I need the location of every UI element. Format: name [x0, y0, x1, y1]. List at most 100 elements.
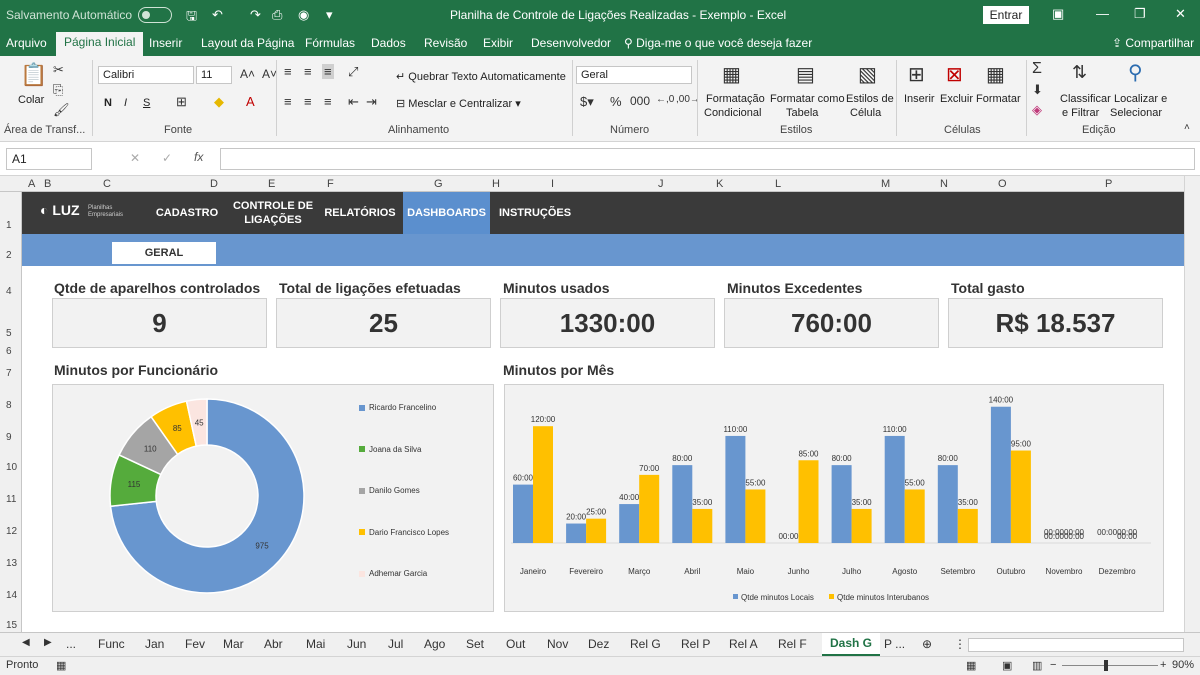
cell-styles-button[interactable]: Estilos de	[846, 93, 894, 105]
sheet-tab[interactable]: Rel G	[630, 637, 661, 651]
sheet-tab[interactable]: Ago	[424, 637, 446, 651]
row-header[interactable]: 13	[6, 558, 18, 569]
underline-button[interactable]: S	[143, 97, 151, 109]
column-header[interactable]: D	[210, 178, 218, 190]
sheet-tab[interactable]: Fev	[185, 637, 206, 651]
close-icon[interactable]: ✕	[1175, 6, 1186, 21]
sheet-tab[interactable]: Rel F	[778, 637, 807, 651]
tab-inserir[interactable]: Inserir	[149, 36, 183, 50]
page-layout-icon[interactable]: ▣	[1002, 660, 1013, 672]
horizontal-scrollbar[interactable]	[968, 638, 1184, 652]
font-color-icon[interactable]: A	[246, 94, 255, 109]
column-header[interactable]: N	[940, 178, 948, 190]
column-header[interactable]: C	[103, 178, 111, 190]
sheet-tab[interactable]: Mar	[223, 637, 244, 651]
zoom-in-icon[interactable]: +	[1160, 659, 1167, 671]
column-header[interactable]: M	[881, 178, 891, 190]
enter-icon[interactable]: ✓	[162, 151, 173, 165]
sheet-tab[interactable]: P ...	[884, 637, 906, 651]
tabs-more-icon[interactable]: ⋮	[954, 637, 966, 651]
vertical-scrollbar[interactable]	[1184, 176, 1200, 632]
print-preview-icon[interactable]: ⎙	[272, 7, 283, 22]
row-header[interactable]: 10	[6, 462, 18, 473]
sheet-tab[interactable]: Abr	[264, 637, 283, 651]
find-select-button[interactable]: Localizar e	[1114, 93, 1168, 105]
cell-styles-line2[interactable]: Célula	[850, 107, 882, 119]
delete-cells-button[interactable]: Excluir	[940, 93, 974, 105]
fill-icon[interactable]: ⬇	[1032, 82, 1043, 97]
sheet-tab[interactable]: Func	[98, 637, 125, 651]
font-name-select[interactable]: Calibri	[98, 66, 194, 84]
paste-button[interactable]: Colar	[18, 94, 45, 106]
number-format-select[interactable]: Geral	[576, 66, 692, 84]
row-header[interactable]: 5	[6, 328, 12, 339]
sort-filter-button[interactable]: Classificar	[1060, 93, 1111, 105]
tab-arquivo[interactable]: Arquivo	[6, 36, 47, 50]
save-icon[interactable]: 🖫	[186, 8, 198, 23]
sheet-tab[interactable]: Jan	[145, 637, 165, 651]
insert-function-button[interactable]: fx	[194, 150, 204, 164]
sheet-tab[interactable]: Out	[506, 637, 526, 651]
paste-icon[interactable]: 📋	[20, 62, 48, 87]
percent-icon[interactable]: %	[610, 94, 622, 109]
zoom-out-icon[interactable]: −	[1050, 659, 1057, 671]
next-sheet-icon[interactable]: ▶	[44, 637, 52, 648]
row-header[interactable]: 8	[6, 400, 12, 411]
sheet-tab[interactable]: Set	[466, 637, 485, 651]
sheet-tab[interactable]: Mai	[306, 637, 326, 651]
column-header[interactable]: J	[658, 178, 664, 190]
autosave-toggle[interactable]	[138, 7, 172, 23]
fill-color-icon[interactable]: ◆	[214, 94, 224, 109]
row-header[interactable]: 11	[6, 494, 17, 505]
add-sheet-icon[interactable]: ⊕	[922, 637, 933, 651]
column-header[interactable]: B	[44, 178, 52, 190]
row-header[interactable]: 4	[6, 286, 12, 297]
align-middle-icon[interactable]: ≡	[304, 64, 312, 79]
nav-cadastro[interactable]: CADASTRO	[155, 207, 219, 219]
conditional-format-line2[interactable]: Condicional	[704, 107, 762, 119]
shrink-font-icon[interactable]: A˅	[262, 67, 278, 81]
align-center-icon[interactable]: ≡	[304, 94, 312, 109]
tab-exibir[interactable]: Exibir	[483, 36, 514, 50]
maximize-icon[interactable]: ❐	[1134, 6, 1146, 21]
currency-icon[interactable]: $▾	[580, 94, 594, 109]
indent-decrease-icon[interactable]: ⇤	[348, 94, 359, 109]
formula-input[interactable]	[220, 148, 1195, 170]
nav-controle-ligacoes[interactable]: CONTROLE DE LIGAÇÕES	[232, 200, 314, 226]
conditional-format-button[interactable]: Formatação	[706, 93, 765, 105]
format-painter-icon[interactable]: 🖌	[53, 102, 70, 117]
column-header[interactable]: I	[551, 178, 555, 190]
redo-icon[interactable]: ↷	[250, 7, 261, 22]
row-header[interactable]: 15	[6, 620, 18, 631]
minimize-icon[interactable]: —	[1096, 6, 1109, 21]
find-select-line2[interactable]: Selecionar	[1110, 107, 1162, 119]
nav-relatorios[interactable]: RELATÓRIOS	[324, 207, 396, 219]
align-left-icon[interactable]: ≡	[284, 94, 292, 109]
borders-icon[interactable]: ⊞	[176, 94, 187, 109]
font-size-select[interactable]: 11	[196, 66, 232, 84]
tab-layout[interactable]: Layout da Página	[201, 36, 295, 50]
column-header[interactable]: K	[716, 178, 724, 190]
row-header[interactable]: 12	[6, 526, 18, 537]
increase-decimal-icon[interactable]: ←,0	[656, 94, 675, 105]
autosum-icon[interactable]: Σ	[1032, 60, 1042, 77]
customize-qa-icon[interactable]: ▾	[326, 7, 333, 22]
align-top-icon[interactable]: ≡	[284, 64, 292, 79]
zoom-level[interactable]: 90%	[1172, 659, 1195, 671]
sort-filter-line2[interactable]: e Filtrar	[1062, 107, 1100, 119]
name-box[interactable]: A1	[6, 148, 92, 170]
row-header[interactable]: 9	[6, 432, 12, 443]
normal-view-icon[interactable]: ▦	[966, 660, 977, 672]
sheet-tab[interactable]: Rel P	[681, 637, 711, 651]
zoom-slider[interactable]	[1062, 665, 1158, 666]
sheet-tab[interactable]: Rel A	[729, 637, 758, 651]
align-right-icon[interactable]: ≡	[324, 94, 332, 109]
tab-formulas[interactable]: Fórmulas	[305, 36, 356, 50]
indent-increase-icon[interactable]: ⇥	[366, 94, 377, 109]
tab-dados[interactable]: Dados	[371, 36, 406, 50]
column-header[interactable]: P	[1105, 178, 1113, 190]
bold-button[interactable]: N	[104, 97, 112, 109]
sheet-tab[interactable]: Jun	[347, 637, 367, 651]
ribbon-display-icon[interactable]: ▣	[1052, 6, 1065, 21]
row-header[interactable]: 7	[6, 368, 12, 379]
